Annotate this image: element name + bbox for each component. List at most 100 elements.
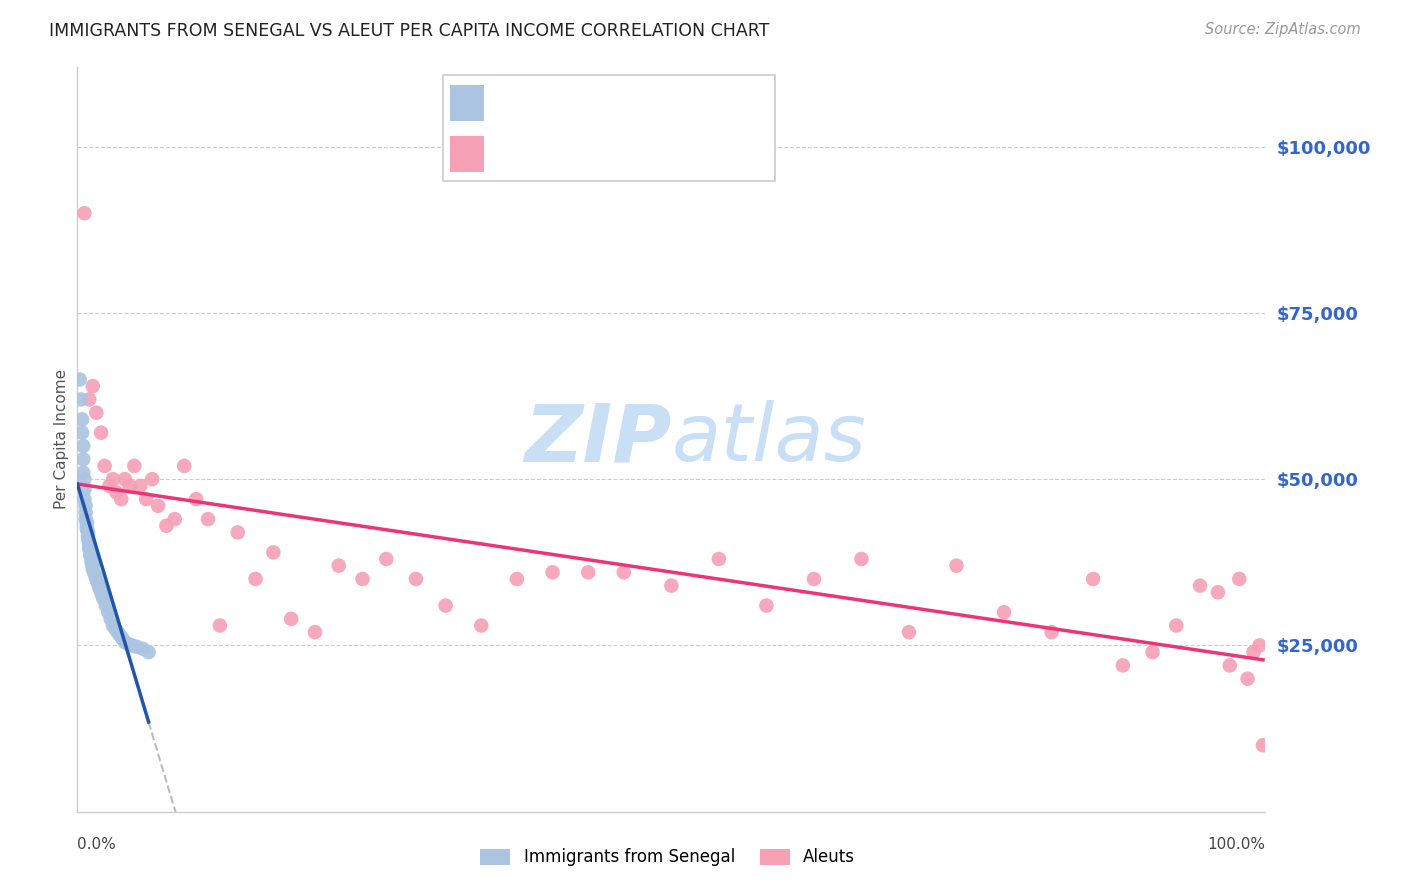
Point	[197, 512, 219, 526]
Point	[108, 628, 131, 642]
Point	[1249, 639, 1271, 653]
Point	[82, 558, 104, 573]
Point	[70, 425, 93, 440]
Point	[105, 485, 128, 500]
Point	[405, 572, 427, 586]
Point	[280, 612, 302, 626]
Point	[77, 532, 100, 546]
Point	[86, 572, 108, 586]
Point	[87, 579, 110, 593]
Point	[70, 392, 93, 407]
Point	[803, 572, 825, 586]
Point	[1251, 738, 1274, 752]
Point	[82, 562, 104, 576]
Point	[107, 625, 129, 640]
Point	[1243, 645, 1265, 659]
Point	[898, 625, 921, 640]
Point	[77, 392, 100, 407]
Text: Source: ZipAtlas.com: Source: ZipAtlas.com	[1205, 22, 1361, 37]
Point	[124, 458, 146, 473]
Point	[851, 552, 873, 566]
Legend: Immigrants from Senegal, Aleuts: Immigrants from Senegal, Aleuts	[474, 842, 862, 873]
Point	[1236, 672, 1258, 686]
Point	[129, 479, 152, 493]
Point	[506, 572, 529, 586]
Text: 100.0%: 100.0%	[1208, 838, 1265, 852]
Point	[118, 479, 141, 493]
Point	[945, 558, 967, 573]
Point	[70, 412, 93, 426]
Point	[1206, 585, 1229, 599]
Point	[1219, 658, 1241, 673]
Point	[69, 372, 91, 386]
Point	[77, 539, 100, 553]
Point	[93, 458, 115, 473]
Point	[79, 545, 101, 559]
Point	[77, 542, 100, 557]
Point	[80, 552, 103, 566]
Point	[117, 637, 139, 651]
Point	[114, 635, 136, 649]
Point	[226, 525, 249, 540]
Point	[135, 492, 157, 507]
Point	[328, 558, 350, 573]
Point	[613, 566, 636, 580]
Point	[541, 566, 564, 580]
Point	[89, 582, 111, 596]
Point	[76, 522, 98, 536]
Point	[1112, 658, 1135, 673]
Point	[163, 512, 186, 526]
Point	[755, 599, 778, 613]
Point	[76, 518, 98, 533]
Point	[86, 406, 108, 420]
Point	[75, 512, 97, 526]
Point	[114, 472, 136, 486]
Point	[262, 545, 284, 559]
Point	[1166, 618, 1188, 632]
Point	[121, 639, 143, 653]
Point	[72, 439, 94, 453]
Point	[86, 575, 108, 590]
Point	[352, 572, 374, 586]
Point	[94, 599, 117, 613]
Point	[141, 472, 163, 486]
Point	[1081, 572, 1104, 586]
Point	[73, 472, 96, 486]
Point	[110, 492, 132, 507]
Point	[125, 640, 148, 654]
Point	[155, 518, 177, 533]
Point	[131, 641, 153, 656]
Point	[304, 625, 326, 640]
Point	[76, 516, 98, 530]
Point	[101, 618, 124, 632]
Point	[1142, 645, 1164, 659]
Point	[90, 425, 112, 440]
Point	[101, 472, 124, 486]
Point	[375, 552, 398, 566]
Text: IMMIGRANTS FROM SENEGAL VS ALEUT PER CAPITA INCOME CORRELATION CHART: IMMIGRANTS FROM SENEGAL VS ALEUT PER CAP…	[49, 22, 769, 40]
Point	[104, 622, 127, 636]
Point	[82, 379, 104, 393]
Point	[72, 466, 94, 480]
Text: atlas: atlas	[672, 401, 866, 478]
Point	[73, 492, 96, 507]
Point	[111, 632, 134, 646]
Point	[245, 572, 267, 586]
Point	[208, 618, 231, 632]
Point	[100, 612, 122, 626]
Point	[73, 206, 96, 220]
Point	[173, 458, 195, 473]
Y-axis label: Per Capita Income: Per Capita Income	[53, 369, 69, 509]
Point	[73, 482, 96, 496]
Point	[93, 591, 115, 606]
Point	[77, 525, 100, 540]
Point	[79, 549, 101, 563]
Point	[90, 585, 112, 599]
Point	[75, 506, 97, 520]
Point	[91, 589, 114, 603]
Point	[77, 535, 100, 549]
Point	[576, 566, 599, 580]
Point	[707, 552, 730, 566]
Point	[146, 499, 169, 513]
Point	[98, 479, 121, 493]
